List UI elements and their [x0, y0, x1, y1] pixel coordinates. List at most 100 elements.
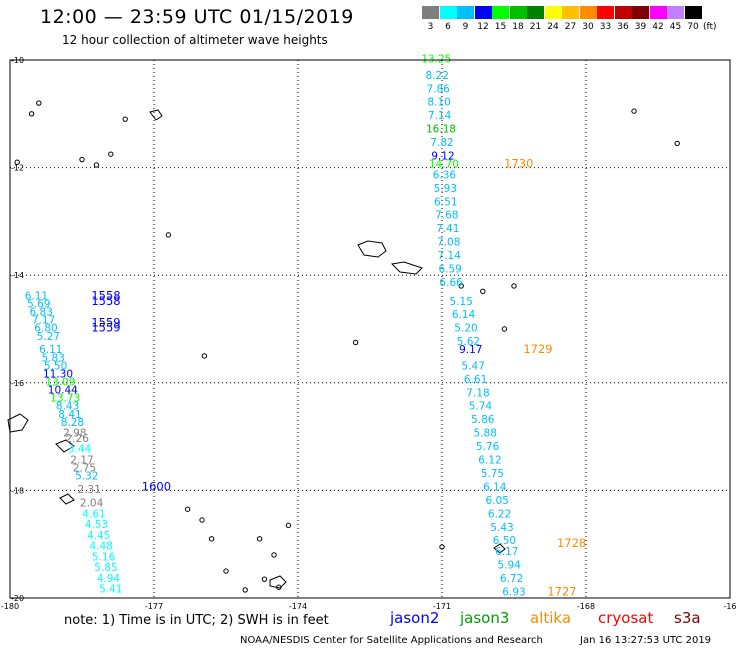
wave-height-value: 5.47: [462, 360, 485, 372]
wave-height-value: 4.61: [82, 508, 105, 520]
wave-height-value: 6.72: [500, 573, 523, 585]
island-outline: [458, 283, 464, 289]
scale-label-6: 6: [445, 22, 451, 32]
scale-label-39: 39: [634, 22, 647, 32]
lon-tick-label: -168: [577, 602, 595, 611]
scale-label-30: 30: [582, 22, 594, 32]
scale-label-45: 45: [669, 22, 682, 32]
island-outline: [7, 413, 29, 433]
axis-tick-labels: -180 -177 -174 -171 -168 -16 -10 -12 -14 -16 -18 -2…: [1, 56, 737, 611]
wave-height-value: 7.17: [32, 315, 55, 327]
wave-height-value: 7.18: [466, 387, 489, 399]
island-outline: [223, 568, 229, 574]
island-outline: [511, 283, 517, 289]
scale-swatch-21: [527, 6, 544, 19]
wave-height-value: 8.41: [58, 409, 81, 421]
island-outline: [285, 522, 292, 529]
lon-tick-label: -180: [1, 602, 19, 611]
island-outline: [493, 543, 506, 554]
scale-label-33: 33: [599, 22, 612, 32]
island-outline: [674, 140, 680, 147]
scale-swatch-33: [597, 6, 614, 19]
wave-height-value: 6.14: [452, 309, 476, 321]
island-outline: [165, 232, 172, 238]
scale-swatch-30: [579, 6, 597, 19]
wave-height-value: 7.82: [430, 137, 453, 149]
wave-height-value: 16.18: [426, 124, 456, 136]
wave-height-value: 6.80: [34, 323, 57, 335]
scale-swatch-6: [439, 6, 457, 19]
wave-height-value: 6.51: [434, 196, 457, 208]
lat-tick-label: -16: [11, 379, 24, 388]
island-outline: [352, 339, 359, 346]
wave-height-value: 4.48: [90, 541, 113, 553]
scale-label-15: 15: [494, 22, 507, 32]
scale-label-9: 9: [462, 22, 469, 32]
island-outline: [93, 162, 100, 168]
credit-line: NOAA/NESDIS Center for Satellite Applica…: [240, 635, 543, 646]
wave-height-value: 5.74: [469, 401, 493, 413]
map-frame: [9, 59, 731, 599]
pass-time-label: 1600: [142, 479, 171, 493]
wave-height-value: 13.73: [50, 393, 80, 405]
altimeter-tracks: 13.258.227.868.107.1416.187.829.1214.706…: [25, 54, 587, 599]
legend-jason3: jason3: [460, 609, 510, 627]
wave-height-value: 5.85: [94, 562, 117, 574]
island-outline: [271, 552, 277, 558]
wave-height-value: 6.22: [488, 508, 511, 520]
island-outline: [55, 439, 75, 453]
lon-tick-label: -174: [289, 602, 307, 611]
wave-height-value: 2.75: [73, 463, 96, 475]
lon-tick-label: -177: [145, 602, 163, 611]
island-outline: [59, 493, 75, 505]
wave-height-value: 5.50: [44, 360, 67, 372]
wave-height-value: 7.14: [438, 250, 462, 262]
scale-swatch-70: [684, 6, 702, 19]
island-outline: [501, 326, 508, 332]
wave-height-value: 6.11: [39, 344, 62, 356]
island-outline: [480, 288, 486, 295]
wave-height-value: 4.45: [87, 530, 110, 542]
wave-height-value: 5.83: [42, 352, 65, 364]
island-outline: [357, 240, 387, 258]
wave-height-value: 6.93: [502, 586, 525, 598]
wave-height-value: 8.22: [426, 70, 449, 82]
wave-height-value: 7.14: [428, 110, 452, 122]
wave-height-value: 5.27: [37, 331, 60, 343]
pass-time-label: 1727: [547, 584, 576, 598]
wave-height-value: 2.31: [78, 484, 101, 496]
scale-label-12: 12: [477, 22, 489, 32]
lon-tick-label: -16: [723, 602, 736, 611]
scale-swatch-36: [614, 6, 632, 19]
pass-time-label: 1729: [523, 342, 552, 356]
scale-unit: (ft): [703, 22, 717, 32]
wave-height-value: 2.26: [66, 433, 90, 445]
wave-height-value: 6.17: [495, 546, 518, 558]
wave-height-value: 5.62: [457, 336, 480, 348]
scale-swatch-12: [474, 6, 492, 19]
legend-altika: altika: [530, 609, 572, 627]
wave-height-value: 7.08: [437, 237, 460, 249]
pass-time-label: 1558: [91, 288, 120, 302]
wave-height-value: 4.94: [97, 573, 121, 585]
wave-height-value: 6.12: [478, 455, 501, 467]
wave-height-value: 4.53: [85, 519, 108, 531]
pass-time-label: 1730: [504, 157, 533, 171]
wave-height-value: 7.86: [426, 83, 450, 95]
scale-swatch-9: [457, 6, 474, 19]
wave-height-value: 6.83: [30, 307, 53, 319]
island-outline: [201, 353, 208, 359]
scale-swatch-15: [492, 6, 509, 19]
scale-swatch-45: [667, 6, 684, 19]
map-subtitle: 12 hour collection of altimeter wave hei…: [62, 33, 328, 47]
wave-height-value: 11.30: [43, 368, 73, 380]
wave-height-value: 5.93: [434, 183, 457, 195]
pass-time-label: 1558: [91, 294, 120, 308]
wave-height-value: 6.61: [464, 374, 487, 386]
island-outline: [79, 156, 85, 163]
pass-time-label: 1559: [91, 315, 120, 329]
island-outlines: [7, 100, 680, 593]
wave-height-value: 5.32: [75, 471, 98, 483]
wave-height-value: 10.44: [48, 385, 78, 397]
pass-time-label: 1559: [91, 321, 120, 335]
